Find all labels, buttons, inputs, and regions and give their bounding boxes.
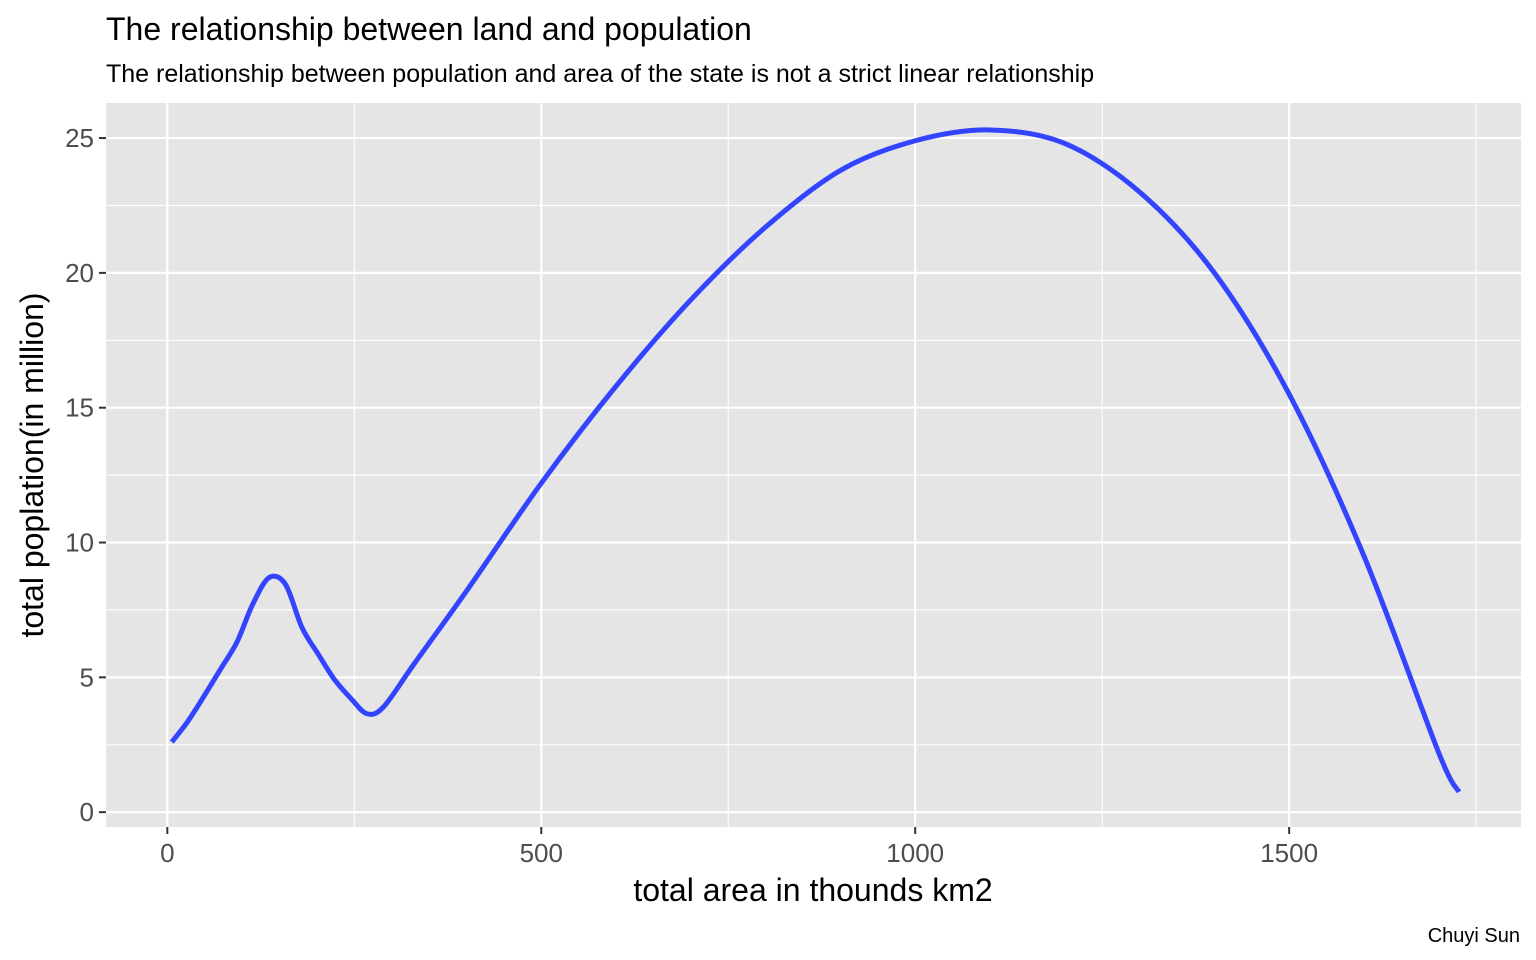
population-area-line — [169, 127, 1462, 794]
y-tick-label: 5 — [80, 662, 94, 692]
plot-panel — [106, 103, 1521, 827]
y-tick-label: 25 — [65, 123, 94, 153]
chart-subtitle: The relationship between population and … — [106, 60, 1094, 88]
chart-title: The relationship between land and popula… — [106, 11, 752, 47]
y-axis: 0 5 10 15 20 25 — [65, 123, 106, 827]
y-tick-label: 10 — [65, 528, 94, 558]
x-axis-title: total area in thounds km2 — [633, 872, 992, 908]
y-tick-label: 0 — [80, 797, 94, 827]
y-axis-title: total poplation(in million) — [14, 292, 50, 637]
y-tick-label: 15 — [65, 393, 94, 423]
x-tick-label: 1000 — [886, 838, 944, 868]
y-tick-label: 20 — [65, 258, 94, 288]
x-tick-label: 1500 — [1260, 838, 1318, 868]
x-tick-label: 500 — [520, 838, 563, 868]
minor-gridlines — [106, 103, 1521, 827]
major-gridlines — [106, 103, 1521, 827]
x-axis: 0 500 1000 1500 — [160, 827, 1318, 868]
x-tick-label: 0 — [160, 838, 174, 868]
chart-caption: Chuyi Sun — [1428, 925, 1520, 947]
